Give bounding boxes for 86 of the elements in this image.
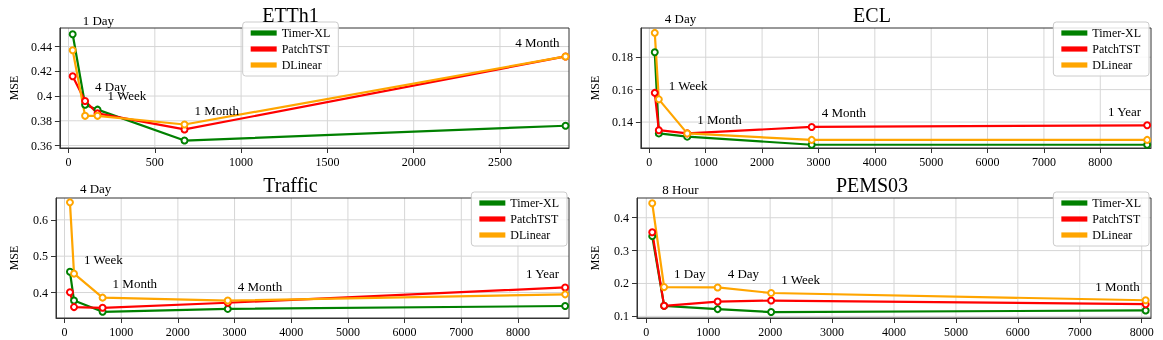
legend-label: Timer-XL <box>510 196 560 210</box>
chart-title: ECL <box>853 4 891 26</box>
legend-label: PatchTST <box>1092 42 1142 56</box>
legend-label: DLinear <box>1092 228 1133 242</box>
y-tick-label: 0.18 <box>611 50 633 65</box>
x-tick-label: 500 <box>145 155 164 169</box>
legend-label: DLinear <box>281 58 322 72</box>
legend-label: PatchTST <box>281 42 331 56</box>
text: 4 Day <box>664 11 697 27</box>
annotation: 1 Year <box>1107 103 1142 119</box>
text: 1 Day <box>82 12 115 28</box>
legend-label: Timer-XL <box>1092 196 1142 210</box>
y-tick-label: 0.2 <box>614 276 629 291</box>
x-tick-label: 1000 <box>109 325 134 339</box>
y-tick-label: 0.38 <box>30 113 52 128</box>
annotation: 4 Month <box>237 279 283 295</box>
y-tick-label: 0.3 <box>614 243 629 258</box>
annotation: 1 Week <box>668 77 709 93</box>
x-tick-label: 1000 <box>693 155 718 169</box>
x-tick-label: 8000 <box>505 325 530 339</box>
chart-title: ETTh1 <box>262 4 319 26</box>
legend-label: PatchTST <box>1092 212 1142 226</box>
annotation: 1 Month <box>112 276 158 292</box>
x-tick-label: 2000 <box>758 325 783 339</box>
annotation: 1 Day <box>674 265 707 281</box>
y-axis-title: MSE <box>7 75 21 101</box>
x-tick-label: 8000 <box>1088 155 1113 169</box>
y-tick-label: 0.42 <box>30 64 52 79</box>
y-tick-label: 0.1 <box>614 309 629 324</box>
x-tick-label: 7000 <box>1067 325 1092 339</box>
y-tick-label: 0.4 <box>614 210 629 225</box>
annotation: 4 Month <box>821 105 867 121</box>
annotation: 4 Month <box>515 34 561 50</box>
x-tick-label: 0 <box>646 155 653 169</box>
x-tick-label: 4000 <box>862 155 887 169</box>
annotation: 1 Year <box>525 265 560 281</box>
x-tick-label: 5000 <box>335 325 360 339</box>
y-axis-title: MSE <box>588 75 602 101</box>
y-tick-label: 0.6 <box>33 212 48 227</box>
x-tick-label: 2500 <box>487 155 512 169</box>
chart-title: PEMS03 <box>835 174 909 196</box>
text: 4 Day <box>79 180 112 196</box>
x-tick-label: 0 <box>643 325 650 339</box>
x-tick-label: 6000 <box>392 325 417 339</box>
y-tick-label: 0.5 <box>33 249 48 264</box>
chart-title: Traffic <box>263 174 318 196</box>
annotation: 4 Day <box>727 265 760 281</box>
y-axis-title: MSE <box>588 245 602 271</box>
annotation: 1 Week <box>84 252 124 268</box>
x-tick-label: 7000 <box>1031 155 1056 169</box>
y-tick-label: 0.44 <box>30 39 52 54</box>
x-tick-label: 6000 <box>1005 325 1030 339</box>
x-tick-label: 1000 <box>229 155 254 169</box>
y-tick-label: 0.16 <box>611 82 633 97</box>
x-tick-label: 0 <box>61 325 68 339</box>
annotation: 1 Week <box>781 271 821 287</box>
x-tick-label: 4000 <box>882 325 906 339</box>
x-tick-label: 4000 <box>279 325 304 339</box>
x-tick-label: 5000 <box>919 155 944 169</box>
x-tick-label: 3000 <box>806 155 831 169</box>
annotation: 1 Month <box>194 102 240 118</box>
y-tick-label: 0.4 <box>33 285 48 300</box>
legend-label: PatchTST <box>510 212 560 226</box>
y-tick-label: 0.14 <box>611 115 633 130</box>
x-tick-label: 5000 <box>943 325 968 339</box>
x-tick-label: 2000 <box>165 325 190 339</box>
x-tick-label: 1500 <box>315 155 340 169</box>
text: 8 Hour <box>662 181 700 197</box>
y-tick-label: 0.36 <box>30 138 52 153</box>
annotation: 1 Month <box>1095 278 1141 294</box>
x-tick-label: 2000 <box>401 155 426 169</box>
y-axis-title: MSE <box>7 245 21 271</box>
y-tick-label: 0.4 <box>36 89 52 104</box>
x-tick-label: 6000 <box>975 155 1000 169</box>
x-tick-label: 3000 <box>820 325 845 339</box>
x-tick-label: 3000 <box>222 325 247 339</box>
x-tick-label: 1000 <box>696 325 721 339</box>
x-tick-label: 8000 <box>1129 325 1154 339</box>
legend-label: Timer-XL <box>281 26 331 40</box>
x-tick-label: 2000 <box>750 155 775 169</box>
x-tick-label: 0 <box>65 155 72 169</box>
legend-label: DLinear <box>1092 58 1133 72</box>
x-tick-label: 7000 <box>449 325 474 339</box>
legend-label: Timer-XL <box>1092 26 1142 40</box>
legend-label: DLinear <box>510 228 551 242</box>
annotation: 1 Month <box>697 111 743 127</box>
